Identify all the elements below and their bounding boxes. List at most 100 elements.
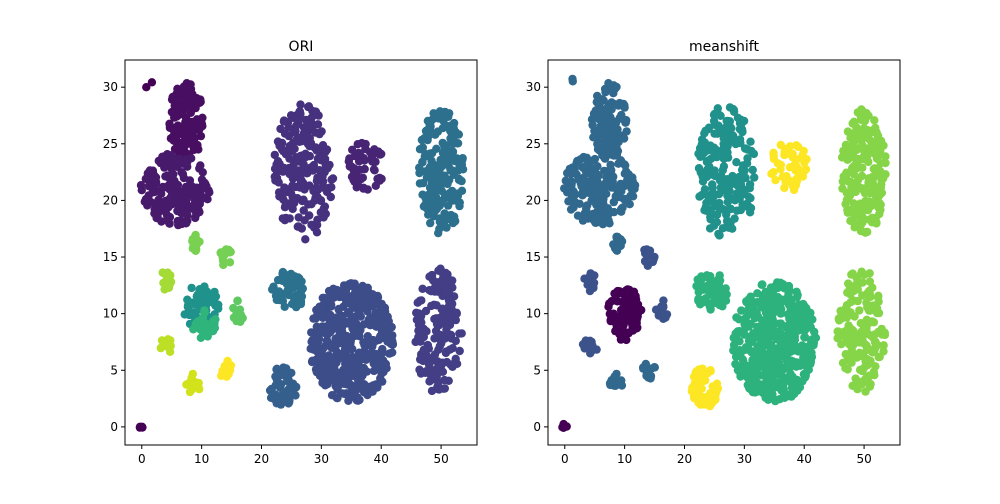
data-point bbox=[869, 318, 879, 327]
data-point bbox=[170, 101, 179, 110]
data-point bbox=[384, 317, 393, 326]
data-point bbox=[804, 307, 813, 317]
data-point bbox=[434, 279, 444, 288]
data-point bbox=[564, 197, 573, 206]
data-point bbox=[874, 203, 883, 212]
data-point bbox=[283, 375, 292, 384]
data-point bbox=[840, 327, 849, 336]
y-tick-label: 15 bbox=[526, 250, 541, 264]
data-point bbox=[560, 184, 569, 193]
data-point bbox=[442, 325, 451, 335]
data-point bbox=[740, 144, 750, 153]
data-point bbox=[434, 228, 443, 238]
data-point bbox=[283, 199, 293, 208]
data-point bbox=[707, 170, 716, 179]
axes-frame bbox=[547, 59, 901, 446]
data-point bbox=[704, 192, 713, 202]
data-point bbox=[316, 328, 325, 337]
data-point bbox=[299, 160, 308, 169]
data-point bbox=[859, 352, 869, 362]
data-point bbox=[701, 126, 710, 136]
data-point bbox=[202, 319, 211, 329]
data-point bbox=[355, 395, 364, 405]
data-point bbox=[617, 131, 626, 140]
data-point bbox=[439, 156, 449, 166]
data-point bbox=[281, 289, 291, 298]
data-point bbox=[168, 197, 177, 206]
data-point bbox=[694, 164, 704, 173]
data-point bbox=[833, 327, 842, 336]
data-point bbox=[332, 285, 341, 295]
data-point bbox=[455, 329, 464, 338]
data-point bbox=[730, 345, 739, 354]
data-point bbox=[788, 318, 797, 327]
data-point bbox=[584, 276, 593, 285]
data-point bbox=[863, 206, 873, 215]
data-point bbox=[335, 328, 345, 337]
data-point bbox=[295, 107, 305, 116]
data-point bbox=[746, 194, 755, 203]
data-point bbox=[418, 284, 427, 293]
data-point bbox=[843, 127, 853, 136]
data-point bbox=[365, 148, 375, 157]
data-point bbox=[434, 378, 443, 387]
data-point bbox=[320, 202, 330, 211]
data-point bbox=[849, 117, 859, 127]
data-point bbox=[706, 299, 716, 308]
data-point bbox=[172, 133, 181, 142]
data-point bbox=[304, 102, 314, 111]
data-point bbox=[802, 315, 811, 324]
data-point bbox=[601, 88, 610, 97]
data-point bbox=[704, 156, 713, 165]
data-point bbox=[846, 308, 855, 317]
data-point bbox=[769, 168, 778, 177]
data-point bbox=[344, 354, 354, 363]
data-point bbox=[313, 335, 323, 344]
data-point bbox=[179, 95, 188, 104]
data-point bbox=[730, 174, 740, 184]
data-point bbox=[200, 330, 209, 339]
data-point bbox=[583, 201, 592, 210]
data-point bbox=[236, 310, 246, 319]
data-point bbox=[578, 191, 587, 200]
data-point bbox=[334, 351, 343, 360]
data-point bbox=[211, 292, 221, 301]
data-point bbox=[857, 171, 867, 181]
data-point bbox=[753, 289, 762, 298]
data-point bbox=[446, 210, 456, 220]
data-point bbox=[734, 367, 744, 376]
data-point bbox=[788, 346, 798, 355]
data-point bbox=[752, 378, 762, 387]
data-point bbox=[719, 139, 728, 149]
x-tick-label: 40 bbox=[374, 452, 389, 466]
data-point bbox=[852, 378, 862, 387]
data-point bbox=[440, 334, 449, 343]
data-point bbox=[366, 297, 376, 307]
data-point bbox=[790, 160, 800, 169]
data-point bbox=[181, 195, 191, 204]
data-point bbox=[605, 219, 614, 228]
data-point bbox=[741, 185, 750, 194]
y-tick-label: 20 bbox=[526, 193, 541, 207]
data-point bbox=[278, 269, 287, 279]
y-tick-label: 30 bbox=[526, 80, 541, 94]
data-point bbox=[414, 326, 423, 335]
data-point bbox=[148, 182, 158, 191]
data-point bbox=[844, 279, 853, 288]
data-point bbox=[272, 399, 281, 408]
data-point bbox=[188, 90, 197, 99]
data-point bbox=[185, 387, 195, 397]
y-tick-label: 15 bbox=[103, 250, 118, 264]
data-point bbox=[853, 296, 862, 306]
data-point bbox=[223, 370, 233, 379]
data-point bbox=[426, 287, 436, 296]
data-point bbox=[731, 139, 740, 149]
data-point bbox=[698, 172, 707, 181]
data-point bbox=[737, 125, 747, 134]
data-point bbox=[723, 148, 732, 157]
data-point bbox=[728, 131, 738, 140]
chart-title: meanshift bbox=[689, 39, 759, 55]
data-point bbox=[873, 293, 883, 302]
data-point bbox=[148, 188, 157, 197]
data-point bbox=[274, 287, 284, 296]
